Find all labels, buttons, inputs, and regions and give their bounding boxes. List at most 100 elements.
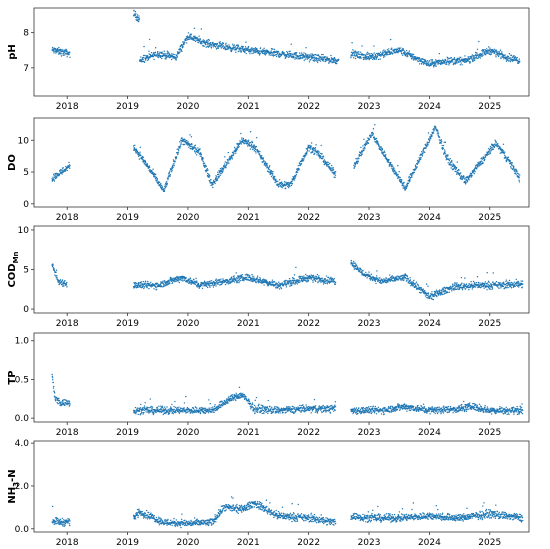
data-point bbox=[304, 58, 307, 60]
data-point bbox=[318, 275, 320, 277]
data-point bbox=[305, 154, 307, 156]
data-point bbox=[200, 28, 203, 30]
data-point bbox=[386, 49, 389, 51]
data-point bbox=[369, 279, 372, 281]
data-point bbox=[177, 149, 180, 152]
data-point bbox=[402, 187, 404, 189]
data-point bbox=[219, 167, 222, 170]
data-point bbox=[182, 280, 184, 282]
data-point bbox=[464, 177, 467, 179]
data-point bbox=[448, 291, 451, 294]
data-point bbox=[510, 54, 513, 57]
data-point bbox=[237, 144, 240, 147]
data-point bbox=[254, 47, 257, 49]
data-point bbox=[488, 150, 490, 153]
data-point bbox=[481, 157, 483, 159]
data-point bbox=[205, 165, 207, 167]
data-point bbox=[148, 53, 150, 55]
data-point bbox=[272, 48, 274, 50]
data-point bbox=[420, 157, 422, 159]
data-point bbox=[148, 50, 150, 52]
data-point bbox=[285, 279, 287, 282]
data-point bbox=[405, 54, 407, 57]
data-point bbox=[274, 175, 276, 178]
data-point bbox=[252, 48, 254, 50]
data-point bbox=[202, 39, 205, 41]
data-point bbox=[441, 293, 444, 296]
data-point bbox=[137, 285, 139, 287]
data-point bbox=[376, 270, 378, 272]
data-point bbox=[295, 57, 298, 60]
data-point bbox=[468, 58, 471, 61]
data-point bbox=[484, 48, 486, 51]
data-point bbox=[57, 50, 59, 53]
data-point bbox=[180, 43, 183, 46]
data-point bbox=[431, 291, 433, 293]
data-point bbox=[245, 138, 247, 141]
data-point bbox=[205, 46, 207, 48]
data-point bbox=[424, 151, 426, 153]
data-point bbox=[373, 58, 376, 60]
data-point bbox=[156, 179, 159, 181]
data-point bbox=[259, 151, 261, 153]
data-point bbox=[141, 155, 144, 158]
data-point bbox=[242, 141, 244, 144]
data-point bbox=[504, 54, 506, 56]
data-point bbox=[434, 62, 437, 64]
data-point bbox=[382, 52, 385, 54]
data-point bbox=[164, 56, 167, 58]
data-point bbox=[159, 51, 161, 53]
data-point bbox=[433, 295, 435, 297]
data-point bbox=[293, 178, 295, 180]
data-point bbox=[295, 173, 298, 176]
data-point bbox=[420, 291, 422, 294]
data-point bbox=[487, 286, 490, 289]
data-point bbox=[277, 180, 279, 183]
data-point bbox=[170, 280, 173, 282]
data-point bbox=[69, 165, 71, 167]
data-point bbox=[154, 54, 156, 57]
data-point bbox=[275, 53, 278, 56]
data-point bbox=[229, 155, 231, 158]
data-point bbox=[268, 165, 271, 167]
data-point bbox=[473, 59, 476, 61]
data-point bbox=[52, 266, 54, 269]
data-point bbox=[493, 52, 496, 54]
x-tick-label: 2025 bbox=[478, 213, 501, 223]
data-point bbox=[183, 143, 186, 146]
data-point bbox=[513, 170, 516, 172]
data-point bbox=[144, 280, 147, 283]
data-point bbox=[186, 39, 188, 41]
data-point bbox=[173, 164, 175, 167]
data-point bbox=[232, 48, 234, 50]
data-point bbox=[319, 60, 322, 62]
data-point bbox=[455, 170, 457, 173]
data-point bbox=[155, 180, 158, 182]
data-point bbox=[519, 174, 521, 176]
data-point bbox=[433, 66, 435, 68]
data-point bbox=[492, 281, 494, 283]
data-point bbox=[328, 62, 330, 64]
data-point bbox=[476, 168, 478, 170]
data-point bbox=[275, 178, 277, 180]
data-point bbox=[215, 175, 217, 177]
data-point bbox=[164, 188, 166, 190]
data-point bbox=[241, 138, 243, 141]
data-point bbox=[140, 281, 142, 283]
data-point bbox=[447, 57, 449, 60]
data-point bbox=[190, 136, 193, 138]
data-point bbox=[477, 165, 480, 167]
data-point bbox=[142, 156, 145, 159]
data-point bbox=[303, 52, 305, 54]
data-point bbox=[452, 165, 455, 167]
data-point bbox=[516, 56, 518, 59]
data-point bbox=[384, 55, 386, 57]
data-point bbox=[134, 281, 137, 284]
data-point bbox=[174, 160, 176, 163]
data-point bbox=[518, 177, 520, 179]
data-point bbox=[157, 51, 159, 53]
data-point bbox=[300, 275, 302, 278]
data-point bbox=[137, 286, 139, 289]
data-point bbox=[236, 147, 239, 149]
data-point bbox=[324, 60, 327, 63]
